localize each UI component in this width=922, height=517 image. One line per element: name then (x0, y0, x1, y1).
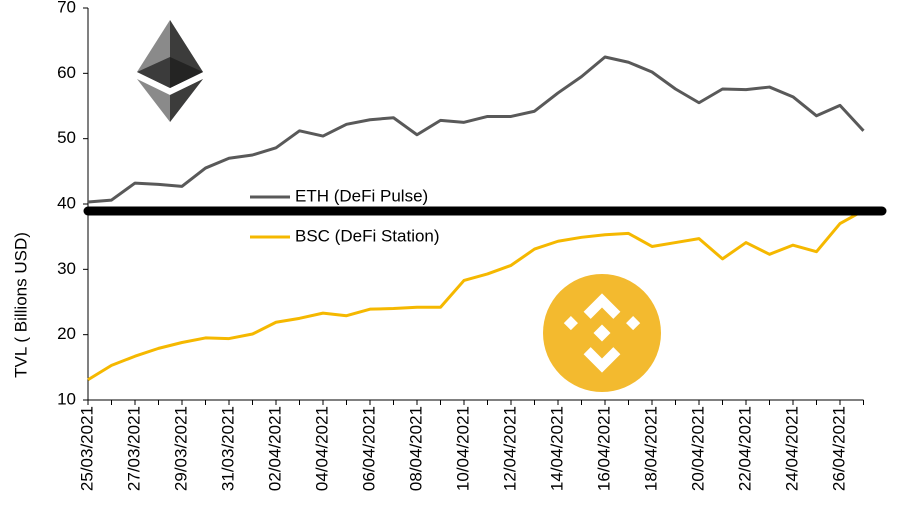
x-tick-label: 27/03/2021 (124, 406, 143, 491)
y-tick-label: 70 (57, 0, 76, 16)
series-line (87, 55, 865, 204)
eth-logo (137, 20, 203, 122)
y-axis-label: TVL ( Billions USD) (11, 232, 30, 378)
x-tick-label: 04/04/2021 (312, 406, 331, 491)
y-tick-label: 30 (57, 259, 76, 278)
x-tick-label: 02/04/2021 (265, 406, 284, 491)
x-tick-label: 14/04/2021 (547, 406, 566, 491)
x-tick-label: 26/04/2021 (829, 406, 848, 491)
y-tick-label: 50 (57, 128, 76, 147)
x-tick-label: 18/04/2021 (641, 406, 660, 491)
x-tick-label: 16/04/2021 (594, 406, 613, 491)
legend-label: BSC (DeFi Station) (295, 226, 440, 245)
x-tick-label: 08/04/2021 (406, 406, 425, 491)
y-tick-label: 20 (57, 324, 76, 343)
x-tick-label: 31/03/2021 (218, 406, 237, 491)
series-line (87, 209, 865, 382)
x-tick-label: 29/03/2021 (171, 406, 190, 491)
y-tick-label: 60 (57, 63, 76, 82)
x-tick-label: 20/04/2021 (688, 406, 707, 491)
x-tick-label: 06/04/2021 (359, 406, 378, 491)
x-tick-label: 24/04/2021 (782, 406, 801, 491)
x-tick-label: 22/04/2021 (735, 406, 754, 491)
x-tick-label: 25/03/2021 (77, 406, 96, 491)
legend-label: ETH (DeFi Pulse) (295, 186, 428, 205)
bnb-logo (543, 274, 661, 392)
x-tick-label: 10/04/2021 (453, 406, 472, 491)
x-tick-label: 12/04/2021 (500, 406, 519, 491)
y-tick-label: 40 (57, 193, 76, 212)
y-tick-label: 10 (57, 389, 76, 408)
